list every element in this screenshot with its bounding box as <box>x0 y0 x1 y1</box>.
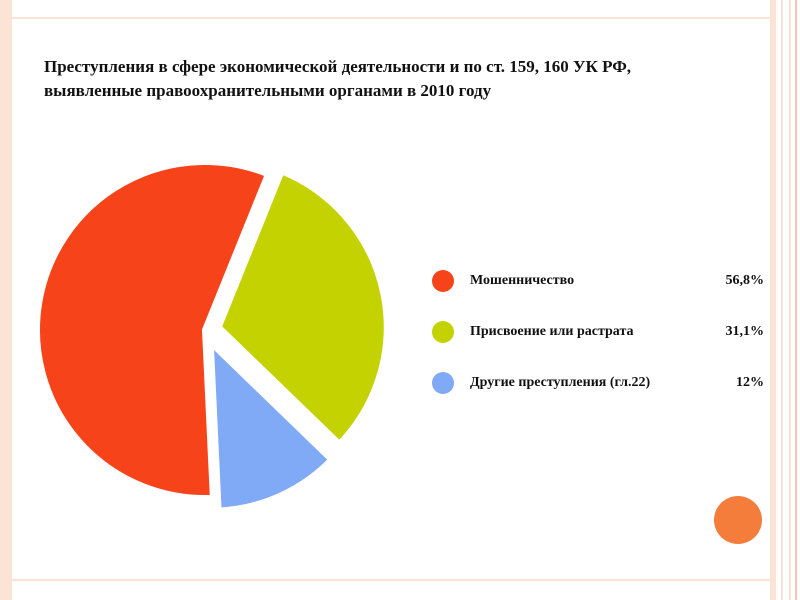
legend-marker <box>432 321 454 343</box>
pie-slice <box>207 335 336 514</box>
legend: Мошенничество 56,8% Присвоение или растрат… <box>432 270 764 394</box>
legend-marker <box>432 372 454 394</box>
value-label: 31,1% <box>726 324 765 339</box>
legend-label: Мошенничество <box>470 273 574 288</box>
right-stripe <box>770 0 776 600</box>
chart-title: Преступления в сфере экономической деяте… <box>44 57 631 76</box>
legend-label: Другие преступления (гл.22) <box>470 375 651 390</box>
left-stripe <box>0 0 12 600</box>
value-label: 12% <box>736 375 764 390</box>
decor-circle <box>714 496 762 544</box>
pie-slice <box>34 159 272 501</box>
legend-label: Присвоение или растрата <box>470 324 634 339</box>
chart-title: выявленные правоохранительными органами … <box>44 81 492 100</box>
pie <box>34 159 390 514</box>
pie-slice <box>215 167 390 449</box>
legend-marker <box>432 270 454 292</box>
value-label: 56,8% <box>726 273 765 288</box>
